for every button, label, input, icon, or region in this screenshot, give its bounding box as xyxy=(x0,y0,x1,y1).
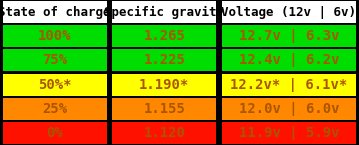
Bar xyxy=(222,49,356,71)
Bar xyxy=(112,1,216,23)
Text: 1.190*: 1.190* xyxy=(139,78,189,92)
Bar xyxy=(222,25,356,47)
Text: 12.7v | 6.3v: 12.7v | 6.3v xyxy=(239,29,339,43)
Bar xyxy=(3,74,107,96)
Bar xyxy=(222,122,356,144)
Text: Voltage (12v | 6v): Voltage (12v | 6v) xyxy=(222,6,356,19)
Text: 75%: 75% xyxy=(42,53,67,67)
Text: 12.4v | 6.2v: 12.4v | 6.2v xyxy=(239,53,339,67)
Text: State of charge: State of charge xyxy=(0,6,111,19)
Bar xyxy=(112,49,216,71)
Text: 50%*: 50%* xyxy=(38,78,71,92)
Bar xyxy=(112,98,216,120)
Bar xyxy=(3,25,107,47)
Bar xyxy=(112,25,216,47)
Bar xyxy=(112,74,216,96)
Bar xyxy=(112,122,216,144)
Bar xyxy=(3,98,107,120)
Text: 12.2v* | 6.1v*: 12.2v* | 6.1v* xyxy=(230,78,348,92)
Bar xyxy=(3,49,107,71)
Bar xyxy=(222,74,356,96)
Bar xyxy=(222,1,356,23)
Bar xyxy=(3,122,107,144)
Text: 100%: 100% xyxy=(38,29,71,43)
Text: 0%: 0% xyxy=(46,126,63,140)
Text: Specific gravity: Specific gravity xyxy=(104,6,224,19)
Bar xyxy=(222,98,356,120)
Text: 1.265: 1.265 xyxy=(143,29,185,43)
Text: 1.225: 1.225 xyxy=(143,53,185,67)
Text: 25%: 25% xyxy=(42,102,67,116)
Text: 1.155: 1.155 xyxy=(143,102,185,116)
Text: 1.120: 1.120 xyxy=(143,126,185,140)
Bar xyxy=(3,1,107,23)
Text: 11.9v | 5.9v: 11.9v | 5.9v xyxy=(239,126,339,140)
Text: 12.0v | 6.0v: 12.0v | 6.0v xyxy=(239,102,339,116)
